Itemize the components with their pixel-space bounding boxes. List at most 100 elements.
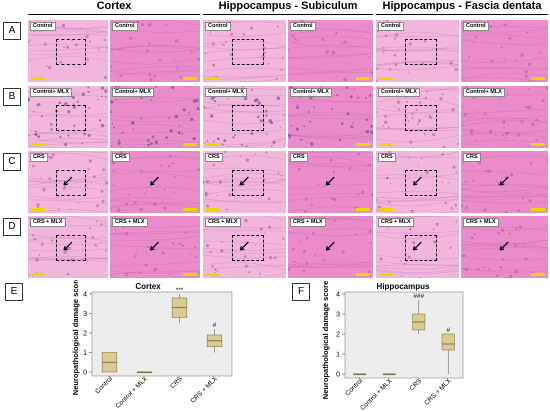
plot-title: Cortex — [135, 282, 161, 291]
scale-bar — [531, 273, 545, 276]
x-tick-label: CRS + MLX — [423, 377, 453, 407]
group-tag: Control — [112, 22, 138, 31]
y-tick-label: 4 — [83, 292, 87, 299]
x-tick-label: Control + MLX — [114, 375, 149, 410]
micrograph-panel: CRS — [376, 151, 459, 213]
tissue-image — [203, 20, 286, 82]
group-tag: CRS — [30, 153, 48, 162]
zoom-region-box — [405, 104, 437, 131]
micrograph-panel: CRS — [288, 151, 373, 213]
column-underline — [203, 14, 373, 15]
y-tick-label: 2 — [336, 332, 340, 339]
scale-bar — [206, 273, 220, 276]
y-axis-label: Neuropathological damage score — [321, 281, 330, 399]
scale-bar — [206, 143, 220, 146]
column-underline — [376, 14, 548, 15]
micrograph-panel: CRS — [461, 151, 548, 213]
scale-bar — [183, 273, 197, 276]
lesion-arrow-icon — [239, 176, 249, 186]
zoom-region-box — [405, 234, 437, 261]
scale-bar — [356, 273, 370, 276]
scale-bar — [531, 143, 545, 146]
y-axis-label: Neuropathological damage score — [71, 280, 80, 395]
group-tag: CRS + MLX — [463, 218, 499, 227]
micrograph-panel: CRS — [110, 151, 200, 213]
micrograph-panel: Control+ MLX — [110, 86, 200, 148]
micrograph-panel: Control+ MLX — [461, 86, 548, 148]
lesion-arrow-icon — [239, 241, 249, 251]
zoom-region-box — [56, 104, 87, 131]
scale-bar — [206, 208, 220, 211]
group-tag: CRS — [290, 153, 308, 162]
panel-label-e: E — [5, 283, 23, 301]
group-tag: Control+ MLX — [205, 88, 247, 97]
y-tick-label: 1 — [83, 350, 87, 357]
x-tick-label: Control — [344, 377, 364, 397]
x-tick-label: Control + MLX — [359, 377, 394, 412]
zoom-region-box — [56, 234, 87, 261]
zoom-region-box — [232, 38, 264, 65]
group-tag: Control — [463, 22, 489, 31]
y-tick-label: 0 — [336, 372, 340, 379]
zoom-region-box — [232, 104, 264, 131]
column-header-subiculum: Hippocampus - Subiculum — [218, 0, 358, 12]
lesion-arrow-icon — [63, 176, 73, 186]
group-tag: CRS + MLX — [205, 218, 241, 227]
group-tag: CRS — [112, 153, 130, 162]
scale-bar — [31, 77, 45, 80]
row-label-b: B — [3, 88, 21, 106]
scale-bar — [531, 77, 545, 80]
lesion-arrow-icon — [412, 176, 422, 186]
micrograph-panel: Control+ MLX — [28, 86, 108, 148]
column-header-cortex: Cortex — [96, 0, 132, 12]
micrograph-panel: CRS + MLX — [203, 216, 286, 278]
y-tick-label: 4 — [336, 292, 340, 299]
x-tick-label: CRS — [409, 377, 424, 392]
scale-bar — [183, 143, 197, 146]
group-tag: Control+ MLX — [463, 88, 505, 97]
micrograph-panel: CRS + MLX — [376, 216, 459, 278]
scale-bar — [31, 273, 45, 276]
group-tag: CRS — [205, 153, 223, 162]
group-tag: Control — [378, 22, 404, 31]
micrograph-panel: Control+ MLX — [288, 86, 373, 148]
group-tag: CRS + MLX — [112, 218, 148, 227]
boxplot-cortex: Cortex Neuropathological damage score 0 1… — [71, 280, 233, 410]
micrograph-panel: Control — [110, 20, 200, 82]
micrograph-panel: Control — [203, 20, 286, 82]
lesion-arrow-icon — [63, 241, 73, 251]
micrograph-panel: Control+ MLX — [376, 86, 459, 148]
significance-marker: # — [213, 322, 217, 329]
tissue-image — [376, 20, 459, 82]
scale-bar — [356, 208, 370, 211]
y-tick-label: 2 — [83, 331, 87, 338]
group-tag: Control — [290, 22, 316, 31]
scale-bar — [206, 77, 220, 80]
zoom-region-box — [56, 169, 87, 196]
micrograph-panel: CRS — [203, 151, 286, 213]
panel-label-f: F — [292, 283, 310, 301]
scale-bar — [379, 143, 393, 146]
column-underline — [28, 14, 200, 15]
zoom-region-box — [232, 169, 264, 196]
x-tick-label: Control — [94, 375, 114, 395]
lesion-arrow-icon — [499, 176, 509, 186]
micrograph-panel: Control — [461, 20, 548, 82]
box-iqr — [441, 333, 455, 351]
row-label-d: D — [3, 218, 21, 236]
lesion-arrow-icon — [412, 241, 422, 251]
row-label-a: A — [3, 22, 21, 40]
group-tag: CRS + MLX — [378, 218, 414, 227]
significance-marker: # — [446, 327, 450, 334]
column-header-fascia-dentata: Hippocampus - Fascia dentata — [382, 0, 542, 12]
scale-bar — [356, 143, 370, 146]
lesion-arrow-icon — [325, 241, 335, 251]
zoom-region-box — [405, 169, 437, 196]
significance-marker: *** — [176, 287, 184, 294]
zoom-region-box — [56, 38, 87, 65]
x-tick-label: CRS — [169, 375, 184, 390]
y-tick-label: 3 — [83, 311, 87, 318]
zoom-region-box — [405, 38, 437, 65]
scale-bar — [31, 143, 45, 146]
group-tag: Control+ MLX — [112, 88, 154, 97]
